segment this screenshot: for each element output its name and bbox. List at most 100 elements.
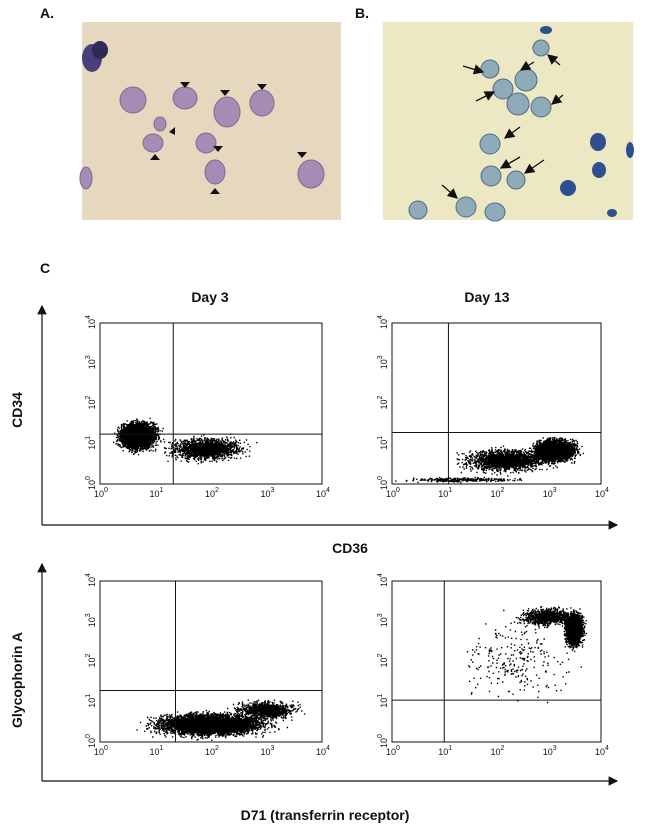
plot-frame [99, 322, 323, 485]
tick-base: 10 [379, 480, 389, 490]
y-tick-label: 104 [377, 315, 389, 329]
plot-frame [99, 580, 323, 743]
tick-exp: 0 [104, 487, 108, 494]
micrograph-b [383, 22, 634, 222]
x-tick-label: 102 [491, 487, 505, 499]
y-tick-label: 103 [377, 613, 389, 627]
tick-base: 10 [150, 489, 160, 499]
tick-exp: 4 [377, 573, 384, 577]
tick-exp: 0 [85, 476, 92, 480]
panel-label: B. [355, 5, 369, 21]
tick-base: 10 [543, 489, 553, 499]
tick-base: 10 [87, 657, 97, 667]
x-tick-label: 103 [261, 487, 275, 499]
tick-exp: 2 [215, 745, 219, 752]
x-tick-label: 102 [205, 745, 219, 757]
tick-exp: 0 [377, 476, 384, 480]
tick-exp: 1 [377, 436, 384, 440]
y-tick-label: 100 [377, 734, 389, 748]
tick-exp: 1 [85, 694, 92, 698]
y-tick-label: 103 [377, 355, 389, 369]
tick-exp: 2 [501, 487, 505, 494]
x-tick-label: 101 [150, 487, 164, 499]
tick-base: 10 [491, 747, 501, 757]
y-tick-label: 103 [85, 355, 97, 369]
event-dots [466, 606, 588, 704]
y-tick-label: 100 [377, 476, 389, 490]
tick-base: 10 [316, 747, 326, 757]
tick-base: 10 [595, 747, 605, 757]
tick-base: 10 [87, 319, 97, 329]
micrograph-a [79, 22, 341, 220]
tick-base: 10 [87, 440, 97, 450]
x-tick-label: 102 [491, 745, 505, 757]
tick-base: 10 [87, 480, 97, 490]
tick-exp: 4 [605, 745, 609, 752]
y-tick-label: 101 [377, 436, 389, 450]
tick-exp: 3 [85, 355, 92, 359]
column-title: Day 3 [191, 289, 229, 305]
tick-base: 10 [150, 747, 160, 757]
x-tick-label: 100 [386, 745, 400, 757]
y-tick-label: 104 [85, 315, 97, 329]
tick-base: 10 [379, 738, 389, 748]
tick-base: 10 [87, 577, 97, 587]
panel-label: A. [40, 5, 54, 21]
tick-base: 10 [543, 747, 553, 757]
tick-base: 10 [379, 657, 389, 667]
y-tick-label: 102 [377, 395, 389, 409]
tick-exp: 2 [377, 653, 384, 657]
tick-exp: 4 [85, 315, 92, 319]
tick-exp: 1 [448, 487, 452, 494]
axis-arrows [37, 304, 619, 786]
tick-base: 10 [87, 698, 97, 708]
tick-base: 10 [205, 489, 215, 499]
tick-base: 10 [316, 489, 326, 499]
tick-exp: 3 [377, 355, 384, 359]
column-title: Day 13 [464, 289, 509, 305]
tick-exp: 3 [377, 613, 384, 617]
tick-base: 10 [205, 747, 215, 757]
x-tick-label: 100 [386, 487, 400, 499]
x-axis-label: D71 (transferrin receptor) [241, 807, 410, 823]
y-axis-label: Glycophorin A [9, 632, 25, 728]
tick-exp: 2 [501, 745, 505, 752]
y-axis-label: CD34 [9, 392, 25, 428]
tick-exp: 0 [85, 734, 92, 738]
tick-base: 10 [386, 747, 396, 757]
tick-exp: 1 [160, 745, 164, 752]
y-tick-label: 104 [85, 573, 97, 587]
tick-base: 10 [438, 489, 448, 499]
tick-base: 10 [261, 489, 271, 499]
tick-base: 10 [379, 617, 389, 627]
x-tick-label: 102 [205, 487, 219, 499]
y-tick-label: 103 [85, 613, 97, 627]
x-tick-label: 103 [543, 487, 557, 499]
tick-base: 10 [94, 747, 104, 757]
tick-base: 10 [438, 747, 448, 757]
tick-base: 10 [379, 319, 389, 329]
x-tick-label: 101 [438, 745, 452, 757]
panel-label: C [40, 260, 50, 276]
y-tick-label: 102 [85, 395, 97, 409]
y-tick-label: 101 [377, 694, 389, 708]
tick-base: 10 [595, 489, 605, 499]
tick-exp: 1 [160, 487, 164, 494]
y-tick-label: 101 [85, 436, 97, 450]
tick-exp: 1 [377, 694, 384, 698]
tick-exp: 0 [396, 487, 400, 494]
tick-exp: 2 [85, 395, 92, 399]
tick-base: 10 [94, 489, 104, 499]
y-tick-label: 102 [377, 653, 389, 667]
tick-exp: 3 [271, 745, 275, 752]
y-tick-label: 102 [85, 653, 97, 667]
event-dots [395, 436, 585, 484]
tick-exp: 2 [85, 653, 92, 657]
x-tick-label: 104 [595, 487, 609, 499]
tick-exp: 3 [85, 613, 92, 617]
tick-exp: 1 [448, 745, 452, 752]
